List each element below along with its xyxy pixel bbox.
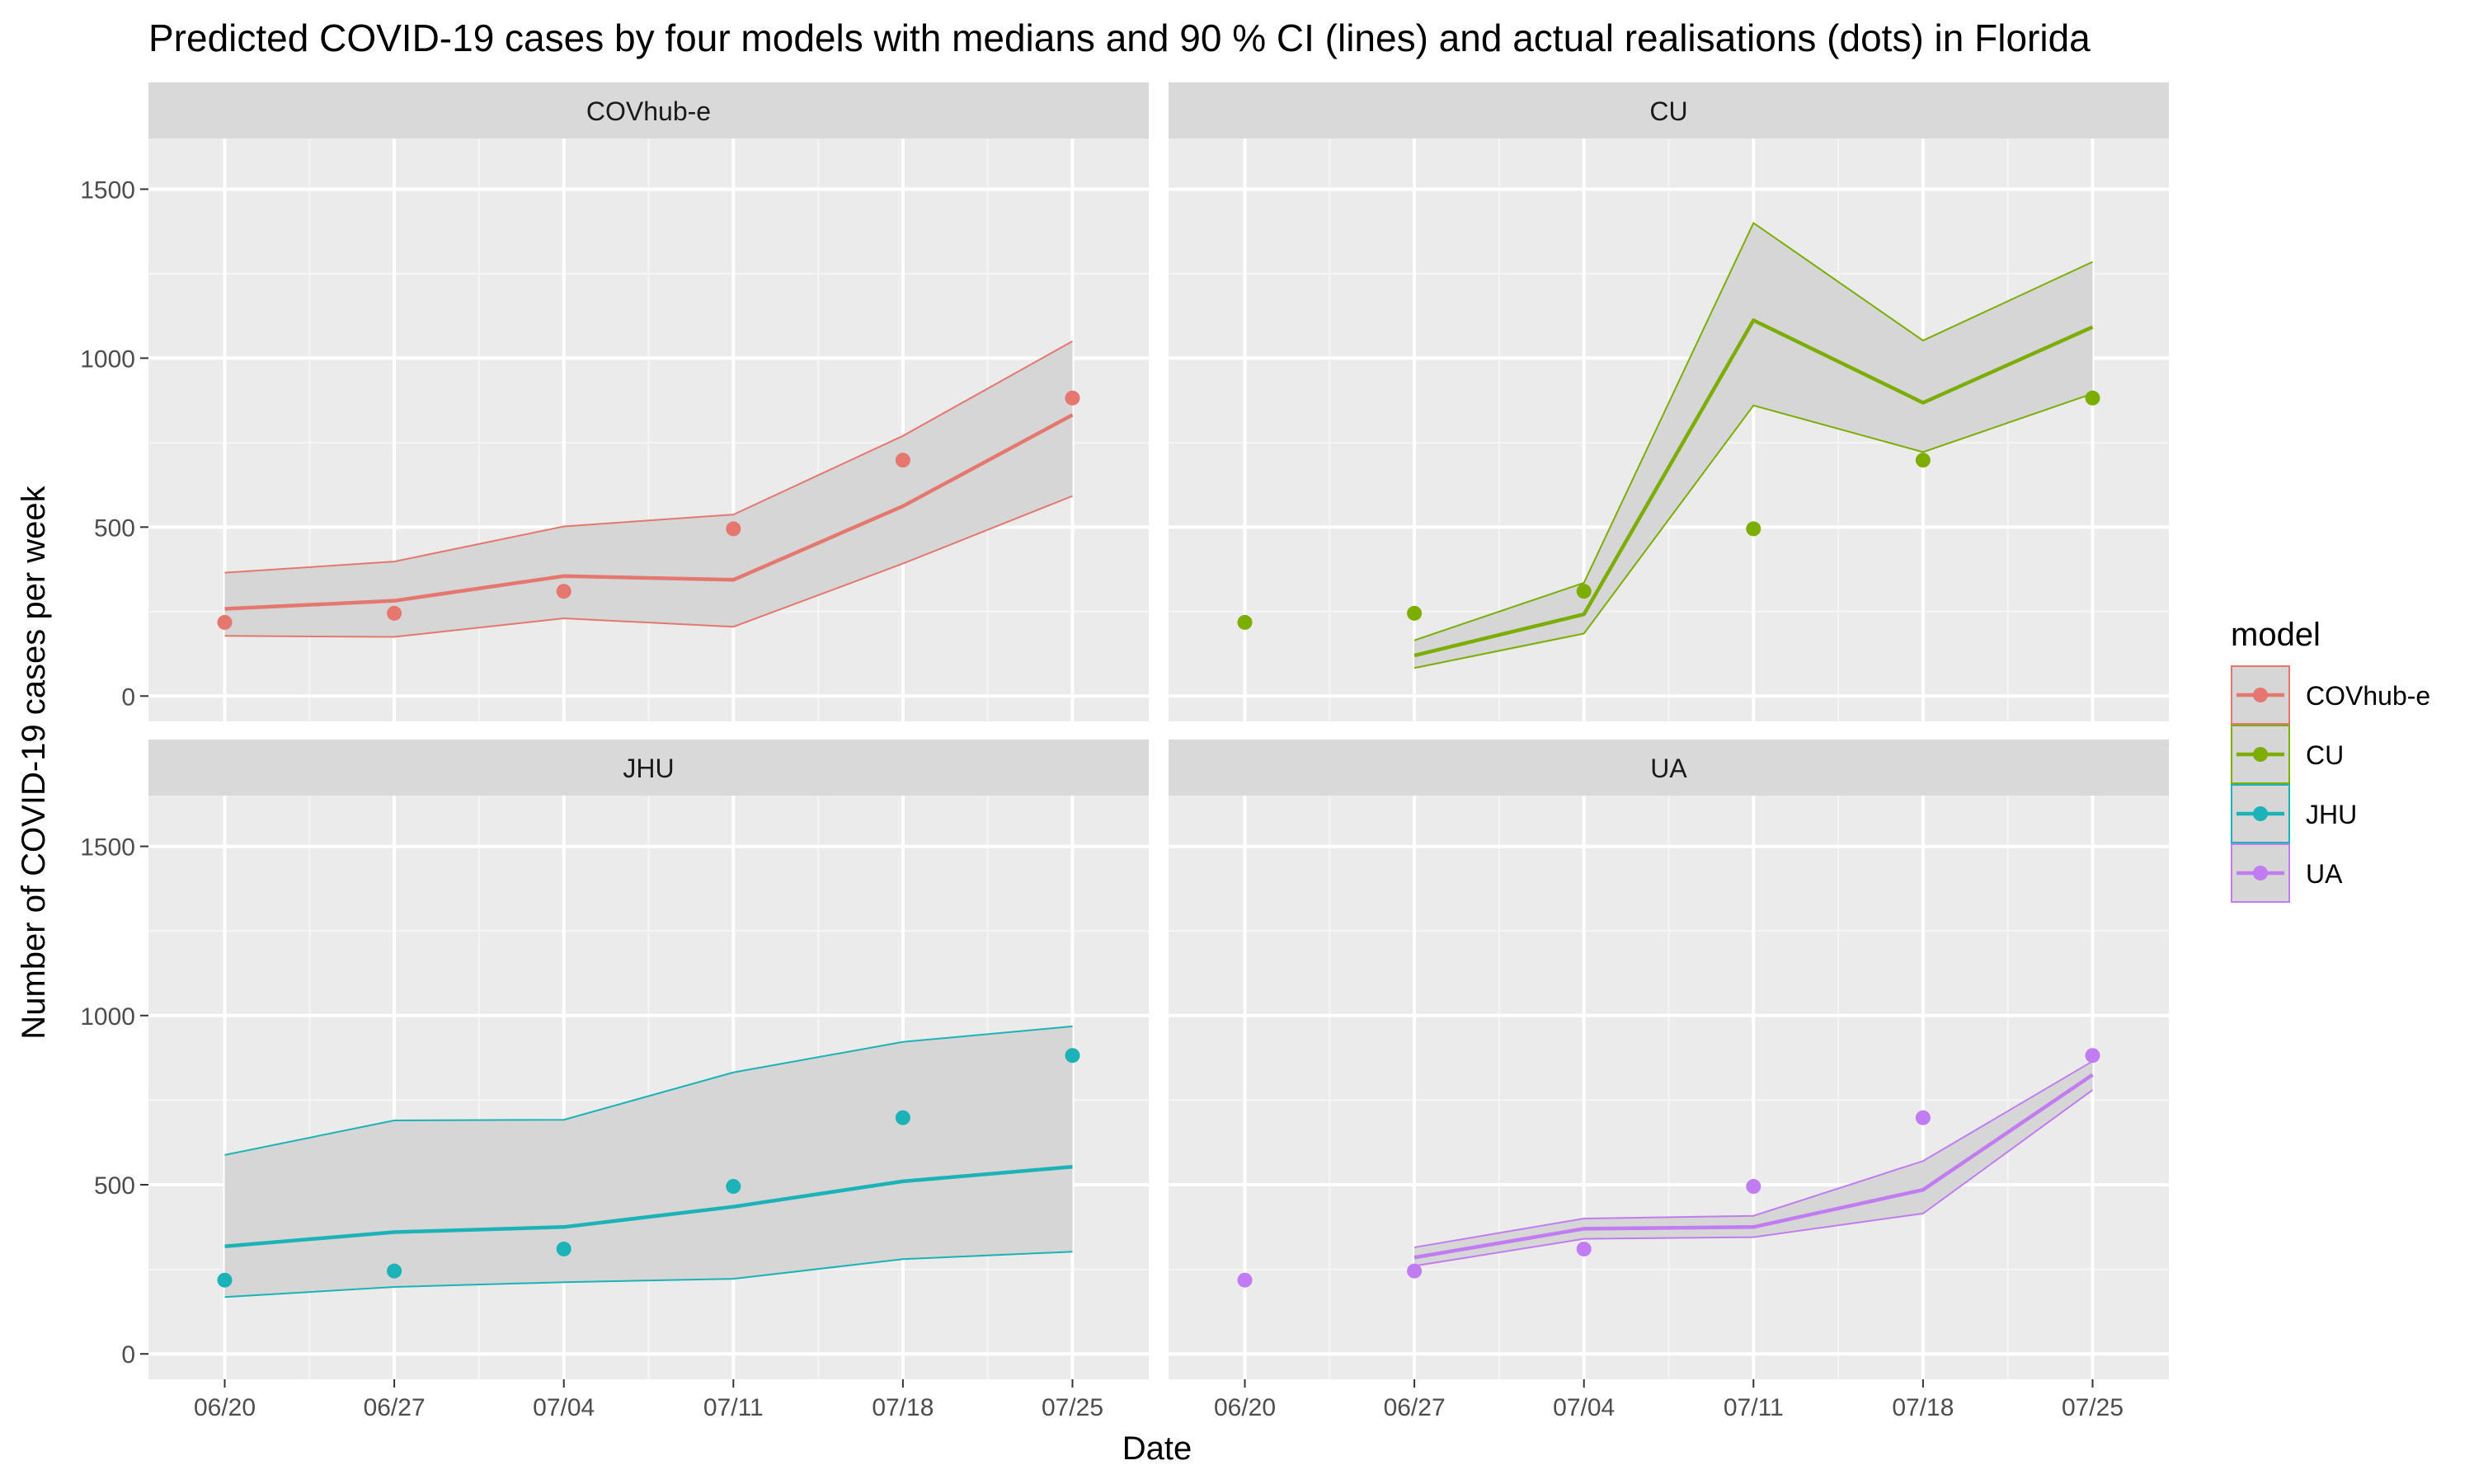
- legend-item: COVhub-e: [2231, 665, 2430, 725]
- actual-point: [1746, 521, 1761, 537]
- legend-item: CU: [2231, 725, 2344, 784]
- strip-label: JHU: [623, 754, 674, 783]
- median-line: [1413, 1073, 2094, 1260]
- y-tick-label: 1000: [80, 345, 135, 373]
- actual-point: [1407, 605, 1423, 621]
- legend-label: JHU: [2306, 800, 2357, 829]
- y-axis-label: Number of COVID-19 cases per week: [16, 485, 52, 1039]
- actual-point: [2085, 1048, 2100, 1064]
- legend-key-point: [2253, 866, 2268, 881]
- actual-point: [1065, 390, 1080, 406]
- y-tick-label: 500: [94, 1172, 135, 1200]
- actual-point: [895, 453, 910, 468]
- x-tick-label: 07/25: [2062, 1394, 2124, 1421]
- actual-point: [387, 605, 402, 621]
- x-tick-label: 06/27: [364, 1394, 426, 1421]
- actual-point: [1915, 1110, 1931, 1125]
- median-line: [224, 413, 1074, 611]
- strip-label: COVhub-e: [586, 96, 711, 126]
- strip: [1169, 740, 2169, 796]
- strip: [1169, 82, 2169, 139]
- actual-point: [1407, 1263, 1423, 1279]
- x-tick-label: 06/27: [1384, 1394, 1446, 1421]
- y-tick-label: 1500: [80, 176, 135, 204]
- ci-lower-line: [224, 495, 1073, 638]
- ci-ribbon: [224, 340, 1073, 637]
- actual-point: [2085, 390, 2100, 406]
- ci-lower-line: [1413, 1089, 2094, 1267]
- actual-point: [726, 1179, 741, 1195]
- x-tick-label: 07/18: [1892, 1394, 1954, 1421]
- actual-point: [1237, 1272, 1253, 1288]
- legend-item: JHU: [2231, 784, 2357, 843]
- median-line: [224, 1165, 1073, 1248]
- x-tick-label: 07/11: [1724, 1394, 1784, 1421]
- panel-covhub-e: COVhub-e 0 500 1000 1500: [80, 82, 1149, 721]
- ci-upper-line: [224, 340, 1073, 574]
- legend-title: model: [2231, 617, 2321, 653]
- ci-ribbon: [1414, 223, 2093, 669]
- actual-point: [556, 1241, 571, 1256]
- ci-lower-line: [1413, 392, 2093, 669]
- actual-point: [1576, 584, 1592, 599]
- x-tick-label: 07/04: [533, 1394, 595, 1421]
- actual-point: [1576, 1241, 1592, 1256]
- actual-point: [217, 1272, 233, 1288]
- legend-label: COVhub-e: [2306, 681, 2430, 711]
- median-line: [1413, 318, 2094, 658]
- actual-point: [1915, 453, 1931, 468]
- actual-point: [726, 521, 741, 537]
- actual-point: [895, 1110, 910, 1125]
- actual-point: [217, 614, 233, 630]
- legend-label: UA: [2306, 859, 2343, 889]
- x-tick-label: 07/04: [1553, 1394, 1615, 1421]
- actual-point: [1746, 1179, 1761, 1195]
- y-tick-label: 500: [94, 514, 135, 542]
- actual-point: [1065, 1048, 1080, 1064]
- legend-key-point: [2253, 688, 2268, 702]
- legend-label: CU: [2306, 740, 2344, 770]
- ci-lower-line: [224, 1251, 1073, 1298]
- chart-title: Predicted COVID-19 cases by four models …: [148, 16, 2091, 59]
- legend-key-point: [2253, 747, 2268, 762]
- actual-point: [1237, 614, 1253, 630]
- y-tick-label: 0: [121, 1341, 135, 1369]
- strip-label: UA: [1650, 754, 1687, 783]
- legend-key-point: [2253, 806, 2268, 821]
- x-tick-label: 07/18: [872, 1394, 934, 1421]
- strip-label: CU: [1649, 96, 1687, 126]
- legend: model COVhub-e CU JHU UA: [2231, 617, 2430, 903]
- panel-jhu: JHU 0 500 1000 1500 06/20 06/27 07/04 07/11 07/18…: [80, 740, 1149, 1421]
- x-tick-label: 06/20: [194, 1394, 256, 1421]
- actual-point: [387, 1263, 402, 1279]
- y-tick-label: 1000: [80, 1003, 135, 1031]
- panel-ua: UA 06/20 06/27 07/04 07/11 07/18 07/25: [1169, 740, 2169, 1421]
- legend-item: UA: [2231, 843, 2343, 903]
- x-tick-label: 07/11: [703, 1394, 764, 1421]
- ci-upper-line: [1413, 1060, 2093, 1248]
- x-axis-label: Date: [1122, 1430, 1192, 1467]
- ci-upper-line: [224, 1025, 1073, 1156]
- panels: COVhub-e 0 500 1000 1500 CU JHU 0 500 1000 1500 06/…: [80, 82, 2169, 1421]
- ci-upper-line: [1413, 221, 2093, 641]
- strip: [148, 740, 1149, 796]
- y-tick-label: 1500: [80, 834, 135, 862]
- actual-point: [556, 584, 571, 599]
- x-tick-label: 07/25: [1042, 1394, 1103, 1421]
- panel-cu: CU: [1169, 82, 2169, 721]
- strip: [148, 82, 1149, 139]
- y-tick-label: 0: [121, 683, 135, 711]
- x-tick-label: 06/20: [1214, 1394, 1276, 1421]
